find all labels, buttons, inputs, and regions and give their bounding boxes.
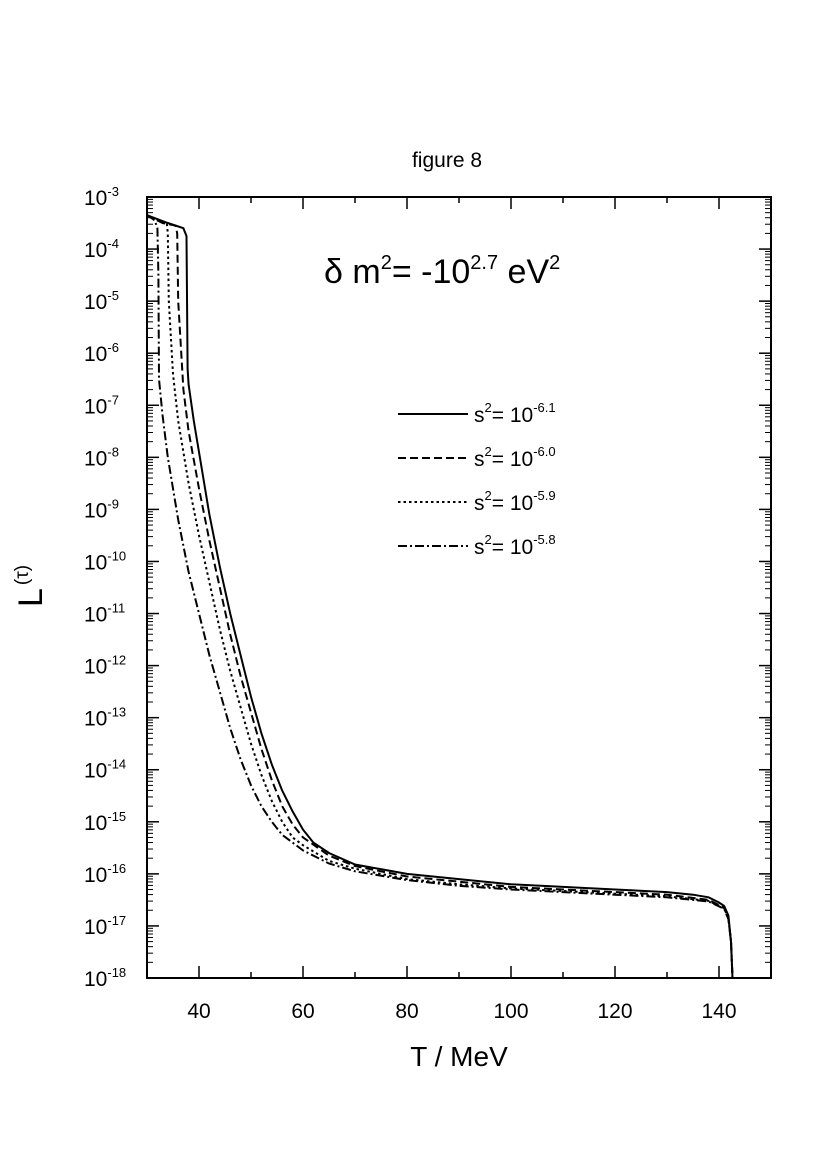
y-axis-label: L (τ) — [12, 565, 50, 607]
chart-title: figure 8 — [412, 149, 482, 172]
x-tick-label: 140 — [701, 1000, 736, 1023]
y-axis-label-base: L — [12, 588, 50, 607]
series-line-1 — [146, 214, 734, 979]
y-tick-label: 10-10 — [84, 548, 126, 574]
svg-text:δ m2= -102.7 eV2: δ m2= -102.7 eV2 — [324, 252, 560, 291]
plot-frame — [146, 196, 772, 979]
y-tick-label: 10-13 — [84, 705, 126, 731]
y-tick-label: 10-11 — [84, 601, 125, 627]
y-tick-label: 10-5 — [84, 288, 119, 314]
y-tick-label: 10-6 — [84, 340, 119, 366]
series-line-4 — [146, 214, 734, 979]
annotation: δ m2= -102.7 eV2 — [324, 252, 560, 291]
y-tick-label: 10-3 — [84, 184, 119, 210]
y-tick-label: 10-4 — [84, 236, 119, 262]
x-tick-label: 40 — [187, 1000, 210, 1023]
y-tick-label: 10-12 — [84, 653, 126, 679]
y-tick-label: 10-17 — [84, 913, 126, 939]
y-tick-label: 10-7 — [84, 392, 119, 418]
x-tick-label: 120 — [597, 1000, 632, 1023]
x-axis-label: T / MeV — [410, 1041, 508, 1072]
y-axis-ticks: 10-3 10-4 10-5 10-6 10-7 10-8 10-9 10-10 10-11 10… — [84, 184, 771, 991]
svg-text:L(τ): L (τ) — [12, 565, 50, 607]
y-tick-label: 10-9 — [84, 496, 119, 522]
series-line-2 — [146, 214, 734, 979]
legend-label: s2= 10-5.8 — [474, 532, 556, 559]
y-tick-label: 10-16 — [84, 861, 126, 887]
legend-label: s2= 10-6.0 — [474, 444, 556, 471]
legend-label: s2= 10-6.1 — [474, 400, 556, 427]
x-tick-label: 60 — [291, 1000, 314, 1023]
y-tick-label: 10-14 — [84, 757, 126, 783]
y-axis-label-sup: (τ) — [12, 565, 33, 585]
x-axis-ticks: 40 60 80 100 120 140 — [146, 197, 772, 1023]
y-tick-label: 10-15 — [84, 809, 126, 835]
annotation-unit: eV — [498, 253, 549, 291]
annotation-sup3: 2 — [549, 252, 560, 274]
legend-label: s2= 10-5.9 — [474, 488, 556, 515]
annotation-mid: = -10 — [392, 253, 470, 291]
annotation-sup2: 2.7 — [470, 252, 498, 274]
annotation-sup1: 2 — [381, 252, 392, 274]
y-tick-label: 10-8 — [84, 444, 119, 470]
annotation-prefix: δ m — [324, 253, 381, 291]
series-line-3 — [146, 214, 734, 979]
plot-area: 40 60 80 100 120 140 10-3 10-4 10-5 10-6 10-7 10-8… — [84, 184, 772, 1023]
legend: s2= 10-6.1 s2= 10-6.0 s2= 10-5.9 s2= 10-5.8 — [398, 400, 556, 559]
y-tick-label: 10-18 — [84, 965, 126, 991]
series-lines — [146, 214, 734, 979]
x-tick-label: 80 — [395, 1000, 418, 1023]
x-tick-label: 100 — [493, 1000, 528, 1023]
